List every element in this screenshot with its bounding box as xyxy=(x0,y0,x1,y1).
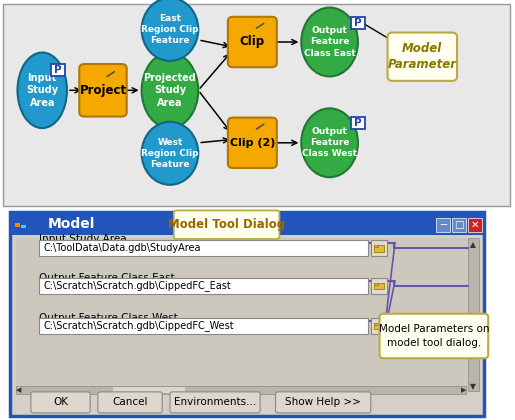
Bar xyxy=(468,238,479,391)
Text: Clip: Clip xyxy=(240,36,265,48)
Bar xyxy=(51,64,65,76)
FancyBboxPatch shape xyxy=(228,118,277,168)
FancyBboxPatch shape xyxy=(174,210,279,239)
Ellipse shape xyxy=(142,0,198,61)
FancyBboxPatch shape xyxy=(98,392,162,413)
Bar xyxy=(15,223,20,227)
Ellipse shape xyxy=(301,108,358,177)
FancyBboxPatch shape xyxy=(3,4,510,206)
Bar xyxy=(21,225,26,228)
FancyBboxPatch shape xyxy=(276,392,371,413)
Text: C:\Scratch\Scratch.gdb\CippedFC_East: C:\Scratch\Scratch.gdb\CippedFC_East xyxy=(44,281,232,291)
Text: C:\ToolData\Data.gdb\StudyArea: C:\ToolData\Data.gdb\StudyArea xyxy=(44,243,201,253)
Ellipse shape xyxy=(18,52,67,128)
Text: OK: OK xyxy=(53,397,68,407)
FancyBboxPatch shape xyxy=(374,323,384,329)
FancyBboxPatch shape xyxy=(387,32,457,81)
Ellipse shape xyxy=(301,8,358,76)
Text: ◀: ◀ xyxy=(16,387,21,393)
Ellipse shape xyxy=(142,52,198,128)
Text: P: P xyxy=(55,65,62,75)
Text: P: P xyxy=(354,118,362,128)
Text: Input Study Area: Input Study Area xyxy=(39,234,126,244)
Text: Show Help >>: Show Help >> xyxy=(285,397,361,407)
FancyBboxPatch shape xyxy=(170,392,260,413)
Bar xyxy=(113,387,185,393)
Bar xyxy=(371,278,387,294)
Bar xyxy=(39,278,368,294)
FancyBboxPatch shape xyxy=(374,283,378,285)
Text: ▲: ▲ xyxy=(470,239,476,249)
Text: ✕: ✕ xyxy=(471,220,479,230)
Text: Output
Feature
Class East: Output Feature Class East xyxy=(304,26,355,58)
Text: Output Feature Class West: Output Feature Class West xyxy=(39,312,177,323)
FancyBboxPatch shape xyxy=(374,323,378,325)
Bar xyxy=(10,212,484,416)
Bar xyxy=(16,238,470,391)
Text: Clip (2): Clip (2) xyxy=(230,138,275,148)
Text: West
Region Clip
Feature: West Region Clip Feature xyxy=(141,138,199,169)
FancyBboxPatch shape xyxy=(380,314,488,358)
Text: Model Parameters on
model tool dialog.: Model Parameters on model tool dialog. xyxy=(379,324,489,348)
Text: C:\Scratch\Scratch.gdb\CippedFC_West: C:\Scratch\Scratch.gdb\CippedFC_West xyxy=(44,320,234,331)
Text: ▼: ▼ xyxy=(470,382,476,391)
FancyBboxPatch shape xyxy=(374,283,384,289)
Text: P: P xyxy=(354,18,362,28)
Text: Model Tool Dialog: Model Tool Dialog xyxy=(168,218,285,231)
Ellipse shape xyxy=(142,122,198,185)
Text: □: □ xyxy=(454,220,464,230)
Text: Projected
Study
Area: Projected Study Area xyxy=(144,73,196,108)
Text: Output
Feature
Class West: Output Feature Class West xyxy=(302,127,357,158)
Bar xyxy=(351,117,365,129)
Bar xyxy=(351,17,365,29)
Text: Output Feature Class East: Output Feature Class East xyxy=(39,273,174,283)
FancyBboxPatch shape xyxy=(374,245,378,247)
Bar xyxy=(468,218,482,232)
Text: ▶: ▶ xyxy=(461,387,466,393)
Text: Input
Study
Area: Input Study Area xyxy=(26,73,58,108)
Bar xyxy=(436,218,450,232)
Text: Model
Parameter: Model Parameter xyxy=(388,42,457,71)
Bar xyxy=(39,318,368,334)
FancyBboxPatch shape xyxy=(228,17,277,67)
Text: ─: ─ xyxy=(440,220,446,230)
Text: Project: Project xyxy=(79,84,127,97)
Text: Cancel: Cancel xyxy=(112,397,148,407)
Bar xyxy=(39,240,368,256)
Bar xyxy=(371,318,387,334)
Bar xyxy=(16,386,466,394)
FancyBboxPatch shape xyxy=(79,64,127,116)
Text: Environments...: Environments... xyxy=(174,397,256,407)
Text: East
Region Clip
Feature: East Region Clip Feature xyxy=(141,14,199,45)
Text: Model: Model xyxy=(47,217,95,231)
FancyBboxPatch shape xyxy=(374,245,384,252)
FancyBboxPatch shape xyxy=(31,392,90,413)
Bar xyxy=(10,212,484,235)
Bar xyxy=(452,218,466,232)
Bar xyxy=(371,240,387,256)
